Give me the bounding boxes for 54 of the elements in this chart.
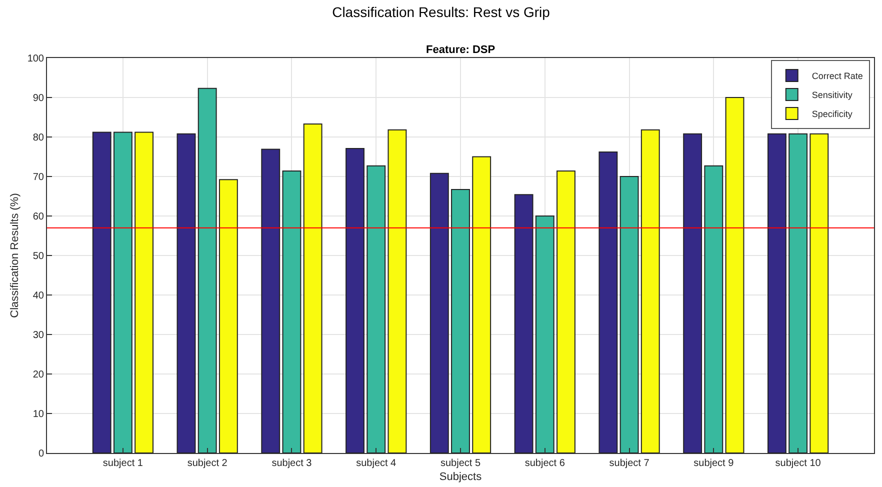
legend-label: Sensitivity <box>812 90 853 100</box>
legend-label: Correct Rate <box>812 70 863 81</box>
x-tick-label: subject 7 <box>609 458 650 469</box>
bar <box>113 132 132 453</box>
bar <box>472 156 492 453</box>
x-tick-label: subject 9 <box>694 458 734 469</box>
y-tick-label: 50 <box>32 251 44 262</box>
y-tick-label: 70 <box>32 172 44 183</box>
chart-subtitle: Feature: DSP <box>426 44 496 56</box>
bar <box>725 97 744 453</box>
y-tick-label: 30 <box>32 330 44 341</box>
bar <box>198 88 217 453</box>
bar <box>430 172 449 453</box>
x-tick-label: subject 6 <box>524 458 566 469</box>
bar <box>788 133 808 453</box>
x-tick-label: subject 5 <box>440 458 481 469</box>
x-tick-label: subject 2 <box>187 458 228 469</box>
bar <box>514 194 534 453</box>
y-tick-label: 100 <box>27 54 44 64</box>
legend-label: Specificity <box>812 108 853 119</box>
y-tick-label: 60 <box>32 212 44 222</box>
x-tick-label: subject 10 <box>775 458 822 469</box>
bar <box>704 165 724 453</box>
y-tick-label: 20 <box>32 370 44 380</box>
bar <box>620 176 639 453</box>
bar <box>683 133 702 453</box>
bar <box>451 189 470 453</box>
bar <box>282 170 302 453</box>
bar <box>810 133 829 453</box>
bar <box>303 123 322 453</box>
y-tick-label: 80 <box>32 132 44 144</box>
y-tick-label: 0 <box>38 448 44 460</box>
bar <box>598 152 618 453</box>
bar <box>388 129 407 453</box>
x-axis-title: Subjects <box>439 471 482 484</box>
bar <box>134 132 154 453</box>
bar <box>261 148 280 453</box>
y-tick-label: 90 <box>32 93 44 104</box>
x-tick-label: subject 4 <box>356 458 397 469</box>
chart-title: Classification Results: Rest vs Grip <box>332 4 550 20</box>
bar <box>176 133 196 453</box>
bar <box>366 165 386 453</box>
y-axis-title: Classification Results (%) <box>8 193 21 318</box>
bar <box>640 129 660 453</box>
y-tick-label: 40 <box>32 290 44 302</box>
bar <box>346 148 364 453</box>
bar <box>535 216 554 453</box>
x-tick-label: subject 1 <box>102 458 144 469</box>
bar <box>218 179 238 453</box>
bar <box>92 132 112 453</box>
y-tick-label: 10 <box>32 409 44 420</box>
bar <box>556 170 576 453</box>
bar <box>767 133 786 453</box>
x-tick-label: subject 3 <box>272 458 312 469</box>
